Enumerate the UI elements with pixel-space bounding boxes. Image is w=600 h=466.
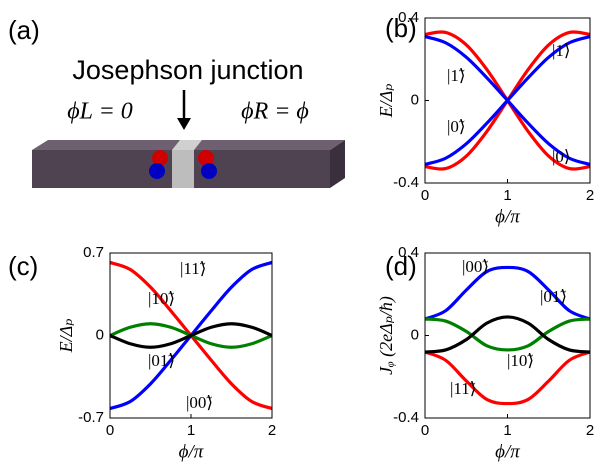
panel: (b)-0.400.40 1 2ϕ/πE/Δₚ|1⟩|1̃⟩|0̃⟩|0⟩ <box>376 9 594 227</box>
curve <box>424 315 591 354</box>
panel-a: (a) Josephson junction ϕL = 0 ϕR = ϕ <box>8 15 345 188</box>
x-tick-label: 0 <box>421 422 429 439</box>
annotation: |10̃⟩ <box>507 351 534 370</box>
right-phase: ϕR = ϕ <box>241 99 309 125</box>
annotation: |10̃⟩ <box>148 289 175 308</box>
x-axis-label: ϕ/π <box>495 441 520 462</box>
annotation: |1⟩ <box>552 41 571 60</box>
panel-label: (b) <box>385 13 417 43</box>
x-tick-label: 2 <box>586 187 594 204</box>
left-phase: ϕL = 0 <box>67 99 133 125</box>
curve <box>424 265 591 321</box>
axes-box <box>109 252 273 419</box>
annotation: |00̃⟩ <box>186 393 213 412</box>
x-tick-label: 2 <box>586 422 594 439</box>
junction <box>172 150 194 188</box>
panel-label: (d) <box>385 251 417 281</box>
x-tick-label: 0 <box>106 422 114 439</box>
arrow-head <box>177 118 191 130</box>
x-axis-label: ϕ/π <box>179 441 204 462</box>
y-tick-label: 0 <box>96 326 104 343</box>
sphere <box>198 150 214 166</box>
x-axis-label: ϕ/π <box>495 206 520 227</box>
panel-label: (a) <box>8 15 40 45</box>
curve <box>424 317 591 352</box>
bar-side <box>330 140 345 188</box>
junction-top <box>172 140 202 150</box>
annotation: |1̃⟩ <box>447 66 466 85</box>
panel: (c)-0.700.70 1 2ϕ/πE/Δₚ|11̃⟩|10̃⟩|01̃⟩|00̃… <box>8 244 276 462</box>
y-tick-label: 0 <box>411 326 419 343</box>
annotation: |0⟩ <box>552 147 571 166</box>
y-tick-label: 0.4 <box>398 9 419 26</box>
panel: (d)-0.400.40 1 2ϕ/πJᵩ (2eΔₚ/ħ)|00̃⟩|01̃⟩|1… <box>376 244 594 462</box>
y-tick-label: 0.7 <box>83 244 104 261</box>
y-axis-label: E/Δₚ <box>56 319 76 354</box>
diagram-title: Josephson junction <box>72 55 303 85</box>
y-tick-label: -0.7 <box>78 409 104 426</box>
y-axis-label: E/Δₚ <box>376 84 396 119</box>
x-tick-label: 2 <box>268 422 276 439</box>
sphere <box>152 150 168 166</box>
sphere <box>149 163 165 179</box>
y-tick-label: -0.4 <box>393 409 419 426</box>
annotation: |01̃⟩ <box>148 351 175 370</box>
y-tick-label: 0.4 <box>398 244 419 261</box>
y-axis-label: Jᵩ (2eΔₚ/ħ) <box>376 296 397 375</box>
annotation: |00̃⟩ <box>462 257 489 276</box>
curve <box>424 35 591 166</box>
x-tick-label: 0 <box>421 187 429 204</box>
axes-box <box>424 17 591 184</box>
sphere <box>201 163 217 179</box>
annotation: |11̃⟩ <box>450 379 476 398</box>
y-tick-label: 0 <box>411 91 419 108</box>
annotation: |01̃⟩ <box>540 287 567 306</box>
panel-label: (c) <box>8 251 38 281</box>
annotation: |0̃⟩ <box>447 117 466 136</box>
curve <box>424 350 591 406</box>
curve <box>109 322 273 349</box>
x-tick-label: 1 <box>503 187 511 204</box>
x-tick-label: 1 <box>503 422 511 439</box>
x-tick-label: 1 <box>187 422 195 439</box>
axes-box <box>424 252 591 419</box>
y-tick-label: -0.4 <box>393 174 419 191</box>
annotation: |11̃⟩ <box>180 259 206 278</box>
